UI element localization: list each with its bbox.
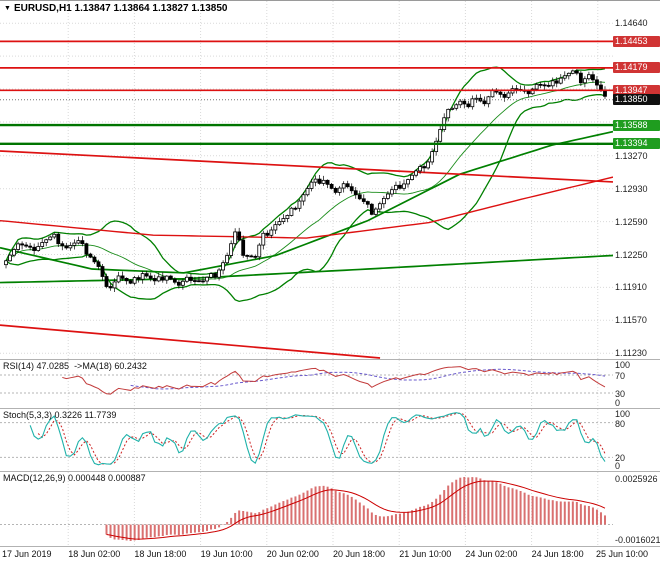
symbol-label: EURUSD,H1 — [13, 3, 72, 14]
stochastic-pane: 100 80 20 0 Stoch(5,3,3) 0.3226 11.7739 — [0, 409, 660, 471]
price-axis-label: 1.12930 — [615, 183, 648, 194]
rsi-line — [62, 366, 606, 395]
macd-label: MACD(12,26,9) 0.000448 0.000887 — [3, 473, 146, 483]
macd-scale-label: -0.0016021 — [615, 535, 660, 545]
time-axis-label: 19 Jun 10:00 — [200, 549, 253, 559]
rsi-label: RSI(14) 47.0285 ->MA(18) 60.2432 — [3, 361, 147, 371]
panel-separator — [0, 471, 660, 472]
stoch-scale-label: 80 — [615, 418, 626, 429]
time-axis[interactable]: 17 Jun 2019 18 Jun 02:00 18 Jun 18:00 19 Ju… — [0, 547, 660, 561]
candles-layer — [4, 69, 607, 292]
macd-pane: 0.0025926 -0.0016021 MACD(12,26,9) 0.0004… — [0, 472, 660, 546]
main-chart-pane: 1.14640 1.13270 1.12930 1.12590 1.12250 1.119… — [0, 1, 660, 359]
price-badge-support: 1.13394 — [613, 138, 660, 150]
price-axis[interactable]: 1.14640 1.13270 1.12930 1.12590 1.12250 1.119… — [613, 1, 660, 359]
time-axis-label: 20 Jun 18:00 — [333, 549, 386, 559]
macd-value-label: MACD(12,26,9) 0.000448 0.000887 — [3, 473, 146, 483]
panel-separator — [0, 408, 660, 409]
stochastic-label: Stoch(5,3,3) 0.3226 11.7739 — [3, 410, 116, 420]
time-axis-label: 20 Jun 02:00 — [266, 549, 319, 559]
macd-histogram-layer — [105, 477, 606, 541]
time-axis-label: 24 Jun 18:00 — [531, 549, 584, 559]
main-chart[interactable] — [0, 1, 613, 359]
rsi-scale-label: 30 — [615, 389, 626, 399]
rsi-axis: 100 70 30 0 — [613, 360, 660, 408]
macd-signal-line — [106, 480, 606, 540]
rsi-scale-label: 100 — [615, 360, 631, 370]
price-axis-label: 1.12250 — [615, 249, 648, 260]
rsi-ma-value-label: ->MA(18) 60.2432 — [74, 361, 147, 371]
stochastic-chart[interactable] — [0, 409, 613, 471]
stochastic-axis: 100 80 20 0 — [613, 409, 660, 471]
rsi-value-label: RSI(14) 47.0285 — [3, 361, 70, 371]
panel-separator — [0, 546, 660, 547]
price-badge-support: 1.13588 — [613, 119, 660, 131]
price-badge-resistance: 1.14179 — [613, 62, 660, 74]
time-axis-label: 21 Jun 10:00 — [399, 549, 452, 559]
open-value: 1.13847 — [74, 3, 111, 14]
grid-layer — [0, 1, 613, 359]
rsi-chart[interactable] — [0, 360, 613, 408]
time-axis-label: 18 Jun 02:00 — [68, 549, 121, 559]
macd-grid-layer — [0, 472, 613, 546]
price-axis-label: 1.11230 — [615, 348, 647, 359]
price-axis-label: 1.12590 — [615, 216, 648, 227]
level-lines-layer — [0, 40, 613, 145]
time-axis-label: 18 Jun 18:00 — [134, 549, 187, 559]
price-badge-resistance: 1.14453 — [613, 35, 660, 47]
stochastic-value-label: Stoch(5,3,3) 0.3226 11.7739 — [3, 410, 117, 420]
trendlines-layer — [0, 150, 613, 359]
macd-axis: 0.0025926 -0.0016021 — [613, 472, 660, 546]
close-value: 1.13850 — [191, 3, 228, 14]
ohlc-overlay: ▼ EURUSD,H1 1.13847 1.13864 1.13827 1.138… — [4, 3, 227, 14]
stoch-grid-layer — [0, 409, 613, 471]
stoch-scale-label: 100 — [615, 409, 631, 419]
stoch-scale-label: 0 — [615, 461, 621, 471]
macd-chart[interactable] — [0, 472, 613, 546]
price-axis-label: 1.11570 — [615, 315, 647, 326]
macd-scale-label: 0.0025926 — [615, 474, 658, 484]
time-axis-label: 17 Jun 2019 — [2, 549, 52, 559]
time-axis-label: 25 Jun 10:00 — [596, 549, 649, 559]
dropdown-arrow-icon: ▼ — [4, 5, 11, 12]
stoch-signal-line — [37, 412, 606, 465]
rsi-grid-layer — [0, 360, 613, 408]
rsi-scale-label: 70 — [615, 371, 626, 381]
price-axis-label: 1.13270 — [615, 150, 648, 161]
rsi-pane: 100 70 30 0 RSI(14) 47.0285 ->MA(18) 60.243… — [0, 360, 660, 408]
moving-averages-layer — [0, 130, 613, 284]
price-badge-current: 1.13850 — [613, 94, 660, 106]
price-badge-resistance: 1.13947 — [613, 84, 660, 96]
price-axis-label: 1.11910 — [615, 282, 647, 293]
rsi-ma-line — [130, 368, 606, 390]
stoch-scale-label: 20 — [615, 453, 626, 464]
time-axis-label: 24 Jun 02:00 — [465, 549, 518, 559]
stoch-main-line — [29, 412, 606, 466]
price-axis-label: 1.14640 — [615, 18, 648, 29]
rsi-scale-label: 0 — [615, 398, 621, 408]
bollinger-bands-layer — [5, 66, 606, 303]
high-value: 1.13864 — [113, 3, 150, 14]
panel-separator — [0, 359, 660, 360]
low-value: 1.13827 — [152, 3, 189, 14]
